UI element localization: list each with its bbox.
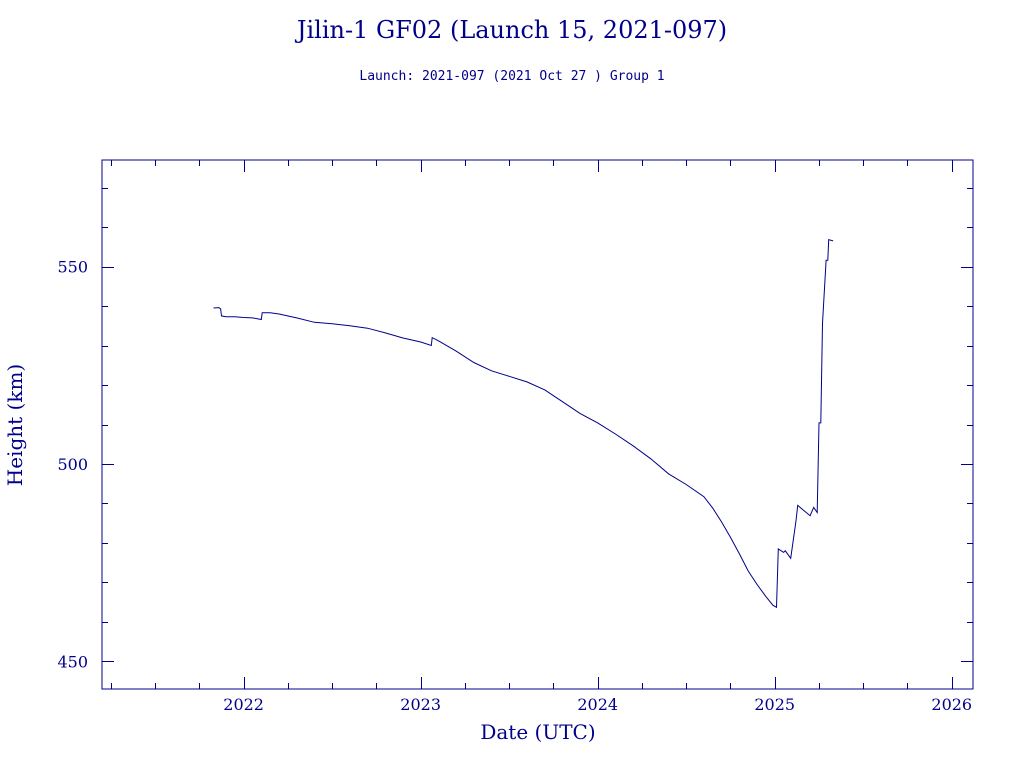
plot-frame: [101, 159, 974, 690]
chart-title: Jilin-1 GF02 (Launch 15, 2021-097): [294, 16, 727, 44]
x-tick-label: 2023: [400, 695, 441, 714]
y-tick-label: 500: [57, 455, 88, 474]
y-tick-label: 450: [57, 652, 88, 671]
chart-subtitle: Launch: 2021-097 (2021 Oct 27 ) Group 1: [359, 69, 664, 84]
height-series-line: [213, 239, 834, 609]
x-axis-label: Date (UTC): [480, 720, 595, 744]
x-tick-label: 2022: [223, 695, 264, 714]
x-tick-label: 2026: [931, 695, 972, 714]
y-axis-label: Height (km): [3, 364, 27, 486]
x-tick-label: 2025: [754, 695, 795, 714]
y-tick-label: 550: [57, 258, 88, 277]
plot-area: 2022 2023 2024 2025 2026 450 500 550: [57, 159, 974, 714]
x-tick-label: 2024: [577, 695, 618, 714]
